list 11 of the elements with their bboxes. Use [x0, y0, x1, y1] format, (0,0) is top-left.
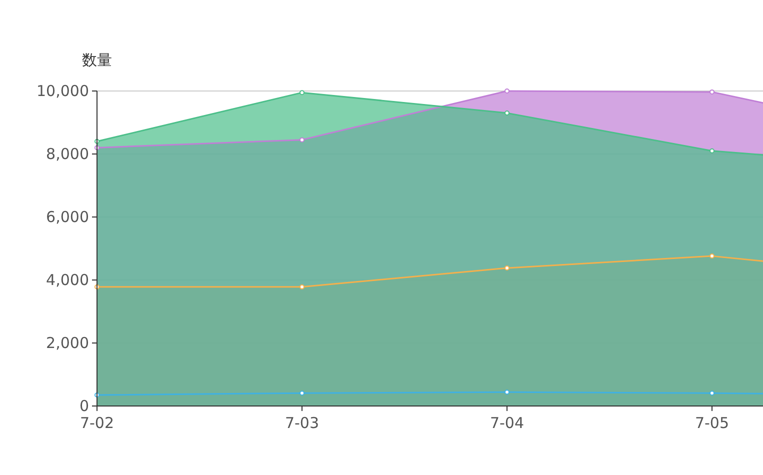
- x-tick-label: 7-03: [284, 414, 320, 432]
- x-tick-label: 7-05: [694, 414, 730, 432]
- x-tick-label: 7-02: [80, 414, 114, 432]
- y-tick-label: 8,000: [46, 145, 89, 163]
- y-axis-title: 数量: [82, 51, 112, 69]
- y-tick-label: 0: [79, 397, 89, 415]
- x-tick-label: 7-04: [490, 414, 524, 432]
- y-tick-label: 2,000: [46, 334, 89, 352]
- y-tick-label: 6,000: [46, 208, 89, 226]
- y-tick-label: 4,000: [46, 271, 89, 289]
- y-tick-label: 10,000: [36, 82, 89, 100]
